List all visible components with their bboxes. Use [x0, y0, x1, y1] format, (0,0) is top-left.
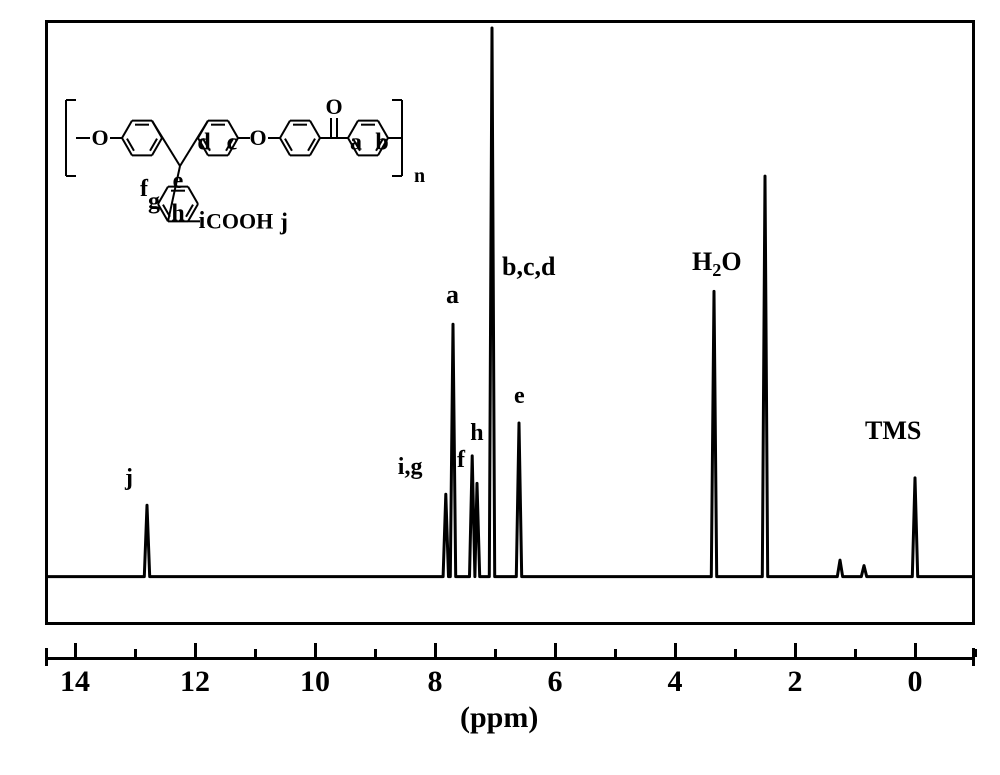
x-tick-major: [914, 643, 917, 657]
peak-label-j: j: [125, 465, 133, 492]
structure-svg: OOOnCOOHdcabefghij: [60, 70, 520, 300]
x-axis-line: [45, 657, 975, 660]
svg-text:i: i: [199, 208, 206, 234]
peak-label-tms: TMS: [865, 416, 921, 446]
svg-text:h: h: [171, 201, 184, 227]
x-tick-minor: [614, 649, 617, 657]
x-tick-major: [314, 643, 317, 657]
svg-text:d: d: [197, 129, 211, 155]
x-axis-cap-left: [45, 648, 48, 666]
x-tick-major: [794, 643, 797, 657]
svg-text:COOH: COOH: [206, 208, 273, 233]
x-tick-minor: [494, 649, 497, 657]
svg-text:b: b: [375, 129, 388, 155]
peak-label-i_g: i,g: [398, 454, 423, 481]
x-tick-major: [194, 643, 197, 657]
x-tick-label: 6: [535, 665, 575, 699]
svg-text:n: n: [414, 165, 425, 187]
svg-text:O: O: [325, 94, 342, 119]
peak-label-h: h: [470, 420, 483, 447]
x-tick-minor: [854, 649, 857, 657]
chemical-structure: OOOnCOOHdcabefghij: [60, 70, 520, 300]
x-axis-label: (ppm): [460, 701, 538, 735]
x-tick-major: [434, 643, 437, 657]
svg-text:j: j: [279, 209, 288, 235]
svg-text:g: g: [148, 189, 160, 215]
x-tick-minor: [254, 649, 257, 657]
x-tick-minor: [134, 649, 137, 657]
nmr-figure: 02468101214 (ppm) ji,gafhb,c,deH2ODMSOTM…: [0, 0, 1000, 775]
peak-label-h2o: H2O: [692, 247, 742, 281]
x-tick-label: 2: [775, 665, 815, 699]
x-tick-label: 14: [55, 665, 95, 699]
x-tick-label: 12: [175, 665, 215, 699]
svg-text:O: O: [91, 125, 108, 150]
svg-text:c: c: [227, 129, 238, 155]
x-tick-minor: [734, 649, 737, 657]
x-tick-major: [74, 643, 77, 657]
x-tick-label: 0: [895, 665, 935, 699]
x-tick-minor: [374, 649, 377, 657]
x-tick-major: [674, 643, 677, 657]
svg-text:a: a: [350, 129, 362, 155]
svg-text:e: e: [173, 168, 184, 194]
x-tick-label: 4: [655, 665, 695, 699]
x-tick-label: 10: [295, 665, 335, 699]
x-tick-label: 8: [415, 665, 455, 699]
x-tick-major: [554, 643, 557, 657]
peak-label-e: e: [514, 383, 525, 410]
x-tick-minor: [974, 649, 977, 657]
peak-label-f: f: [457, 447, 465, 474]
svg-text:O: O: [249, 125, 266, 150]
